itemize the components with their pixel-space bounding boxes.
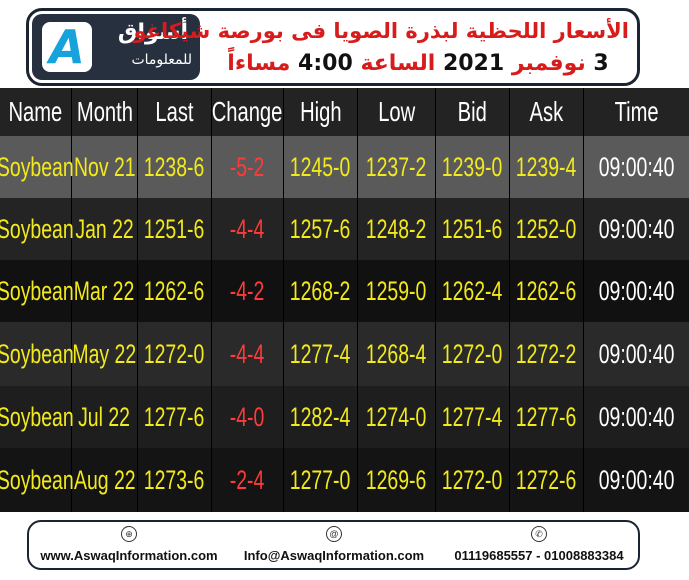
cell-month: May 22 [72, 322, 138, 386]
time-period: مساءاً [227, 51, 291, 76]
cell-ask: 1262-6 [510, 260, 584, 322]
cell-low: 1248-2 [358, 198, 436, 260]
table-row: Soybean May 22 1272-0 -4-4 1277-4 1268-4… [0, 322, 689, 386]
cell-ask: 1272-2 [510, 322, 584, 386]
cell-change: -4-0 [212, 386, 284, 448]
cell-month: Nov 21 [72, 136, 138, 198]
table-row: Soybean Nov 21 1238-6 -5-2 1245-0 1237-2… [0, 136, 689, 198]
cell-name: Soybean [0, 322, 74, 386]
cell-bid: 1262-4 [436, 260, 510, 322]
header-change: Change [212, 88, 284, 136]
email-icon: @ [326, 526, 342, 542]
cell-bid: 1239-0 [436, 136, 510, 198]
cell-high: 1277-4 [284, 322, 358, 386]
footer-phones: ✆ 01119685557 - 01008883384 [449, 526, 629, 563]
time-value: 4:00 [298, 51, 353, 76]
cell-time: 09:00:40 [598, 213, 675, 244]
cell-high: 1277-0 [284, 448, 358, 512]
phone-icon: ✆ [531, 526, 547, 542]
cell-ask: 1277-6 [510, 386, 584, 448]
logo-a-icon: A [42, 22, 92, 72]
date-year: 2021 [442, 51, 505, 76]
page-title: الأسعار اللحظية لبذرة الصويا فى بورصة شي… [133, 19, 629, 43]
header-low: Low [358, 88, 436, 136]
cell-low: 1259-0 [358, 260, 436, 322]
header-bid: Bid [436, 88, 510, 136]
phones-text: 01119685557 - 01008883384 [454, 548, 624, 563]
cell-month: Jul 22 [72, 386, 138, 448]
table-header-row: Name Month Last Change High Low Bid Ask … [0, 88, 689, 136]
cell-high: 1282-4 [284, 386, 358, 448]
cell-low: 1237-2 [358, 136, 436, 198]
cell-month: Mar 22 [72, 260, 138, 322]
logo-subtitle: للمعلومات [131, 52, 192, 68]
cell-month: Aug 22 [72, 448, 138, 512]
cell-name: Soybean [0, 260, 74, 322]
cell-bid: 1272-0 [436, 322, 510, 386]
cell-time: 09:00:40 [598, 338, 675, 369]
logo-name: أسواق [117, 20, 188, 45]
table-row: Soybean Mar 22 1262-6 -4-2 1268-2 1259-0… [0, 260, 689, 322]
header-time: Time [614, 96, 659, 127]
website-text[interactable]: www.AswaqInformation.com [40, 548, 218, 563]
cell-time: 09:00:40 [598, 151, 675, 182]
header-high: High [284, 88, 358, 136]
table-row: Soybean Jul 22 1277-6 -4-0 1282-4 1274-0… [0, 386, 689, 448]
cell-change: -4-4 [212, 322, 284, 386]
cell-last: 1273-6 [138, 448, 212, 512]
cell-high: 1245-0 [284, 136, 358, 198]
cell-last: 1251-6 [138, 198, 212, 260]
page-date-time: 3 نوفمبر 2021 الساعة 4:00 مساءاً [207, 51, 629, 76]
footer-website[interactable]: ⊕ www.AswaqInformation.com [39, 526, 219, 563]
time-label: الساعة [360, 51, 436, 76]
cell-change: -4-2 [212, 260, 284, 322]
contact-footer: ⊕ www.AswaqInformation.com @ Info@AswaqI… [27, 520, 640, 570]
cell-time: 09:00:40 [598, 464, 675, 495]
email-text[interactable]: Info@AswaqInformation.com [243, 548, 425, 563]
cell-bid: 1251-6 [436, 198, 510, 260]
cell-last: 1277-6 [138, 386, 212, 448]
cell-ask: 1239-4 [510, 136, 584, 198]
footer-email[interactable]: @ Info@AswaqInformation.com [239, 526, 429, 563]
price-table: Name Month Last Change High Low Bid Ask … [0, 88, 689, 512]
cell-high: 1257-6 [284, 198, 358, 260]
cell-name: Soybean [0, 136, 74, 198]
cell-last: 1238-6 [138, 136, 212, 198]
cell-month: Jan 22 [72, 198, 138, 260]
cell-bid: 1272-0 [436, 448, 510, 512]
globe-icon: ⊕ [121, 526, 137, 542]
cell-low: 1274-0 [358, 386, 436, 448]
cell-name: Soybean [0, 198, 74, 260]
cell-last: 1272-0 [138, 322, 212, 386]
cell-high: 1268-2 [284, 260, 358, 322]
cell-time: 09:00:40 [598, 401, 675, 432]
cell-ask: 1252-0 [510, 198, 584, 260]
cell-time: 09:00:40 [598, 275, 675, 306]
header-last: Last [138, 88, 212, 136]
cell-bid: 1277-4 [436, 386, 510, 448]
cell-low: 1268-4 [358, 322, 436, 386]
date-day: 3 [593, 51, 609, 76]
table-row: Soybean Aug 22 1273-6 -2-4 1277-0 1269-6… [0, 448, 689, 512]
header-month: Month [72, 88, 138, 136]
cell-change: -4-4 [212, 198, 284, 260]
cell-name: Soybean [0, 386, 74, 448]
cell-name: Soybean [0, 448, 74, 512]
cell-low: 1269-6 [358, 448, 436, 512]
header-ask: Ask [510, 88, 584, 136]
header-banner: A أسواق للمعلومات الأسعار اللحظية لبذرة … [26, 8, 640, 86]
cell-change: -2-4 [212, 448, 284, 512]
aswaq-logo: A أسواق للمعلومات [32, 14, 200, 80]
cell-last: 1262-6 [138, 260, 212, 322]
cell-ask: 1272-6 [510, 448, 584, 512]
cell-change: -5-2 [212, 136, 284, 198]
table-row: Soybean Jan 22 1251-6 -4-4 1257-6 1248-2… [0, 198, 689, 260]
date-month: نوفمبر [511, 51, 586, 76]
header-name: Name [0, 88, 72, 136]
